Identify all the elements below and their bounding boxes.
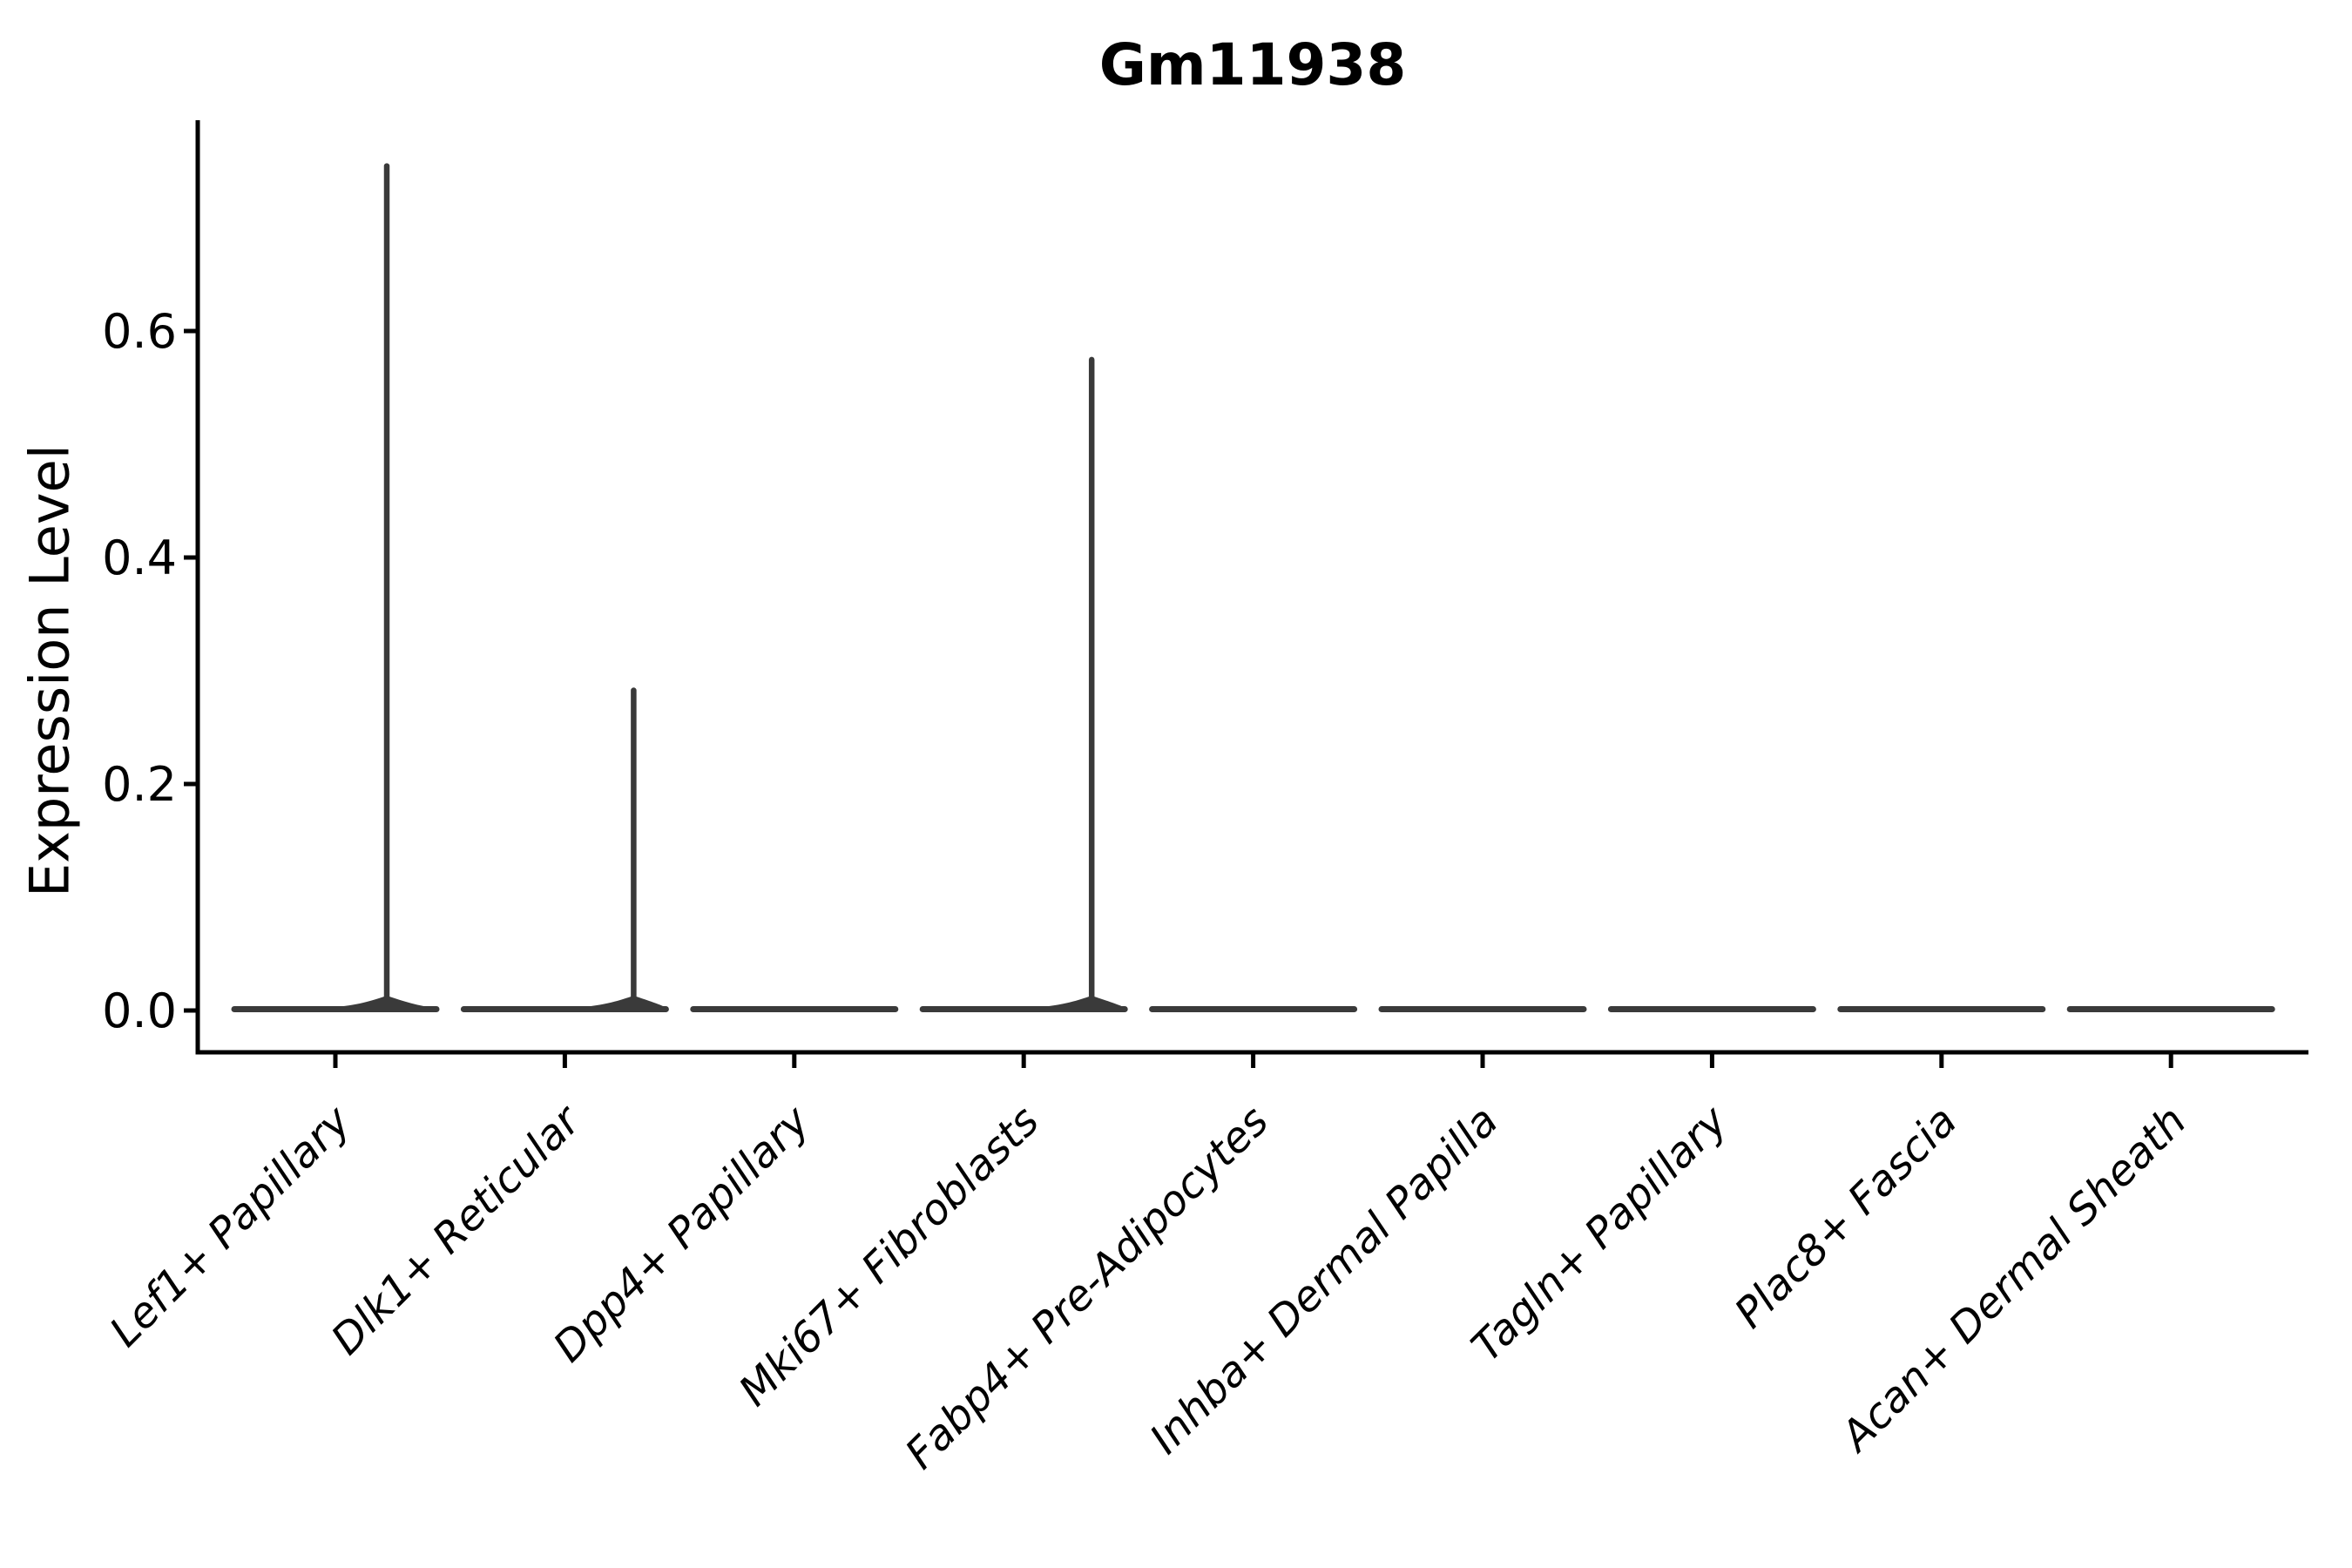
x-tick-label: Tagln+ Papillary <box>1463 1096 1738 1371</box>
violin-swell <box>571 997 666 1012</box>
violin <box>919 356 1128 1012</box>
x-tick-label: Dlk1+ Reticular <box>322 1095 592 1365</box>
y-tick-label: 0.0 <box>102 983 177 1038</box>
x-tick-label: Plac8+ Fascia <box>1726 1097 1967 1338</box>
violin <box>460 687 669 1012</box>
violin <box>231 163 440 1012</box>
x-tick-label: Fabp4+ Pre-Adipocytes <box>896 1097 1279 1479</box>
violin-swell <box>1029 997 1125 1012</box>
y-axis-label: Expression Level <box>18 444 82 897</box>
y-tick-label: 0.2 <box>102 757 177 812</box>
plot-title: Gm11938 <box>1099 31 1407 98</box>
y-tick-label: 0.4 <box>102 531 177 585</box>
violin-swell <box>324 997 436 1012</box>
violin-layer <box>231 163 2275 1012</box>
x-tick-label: Dpp4+ Papillary <box>544 1096 820 1371</box>
x-tick-label: Lef1+ Papillary <box>100 1096 361 1356</box>
y-tick-label: 0.6 <box>102 304 177 359</box>
